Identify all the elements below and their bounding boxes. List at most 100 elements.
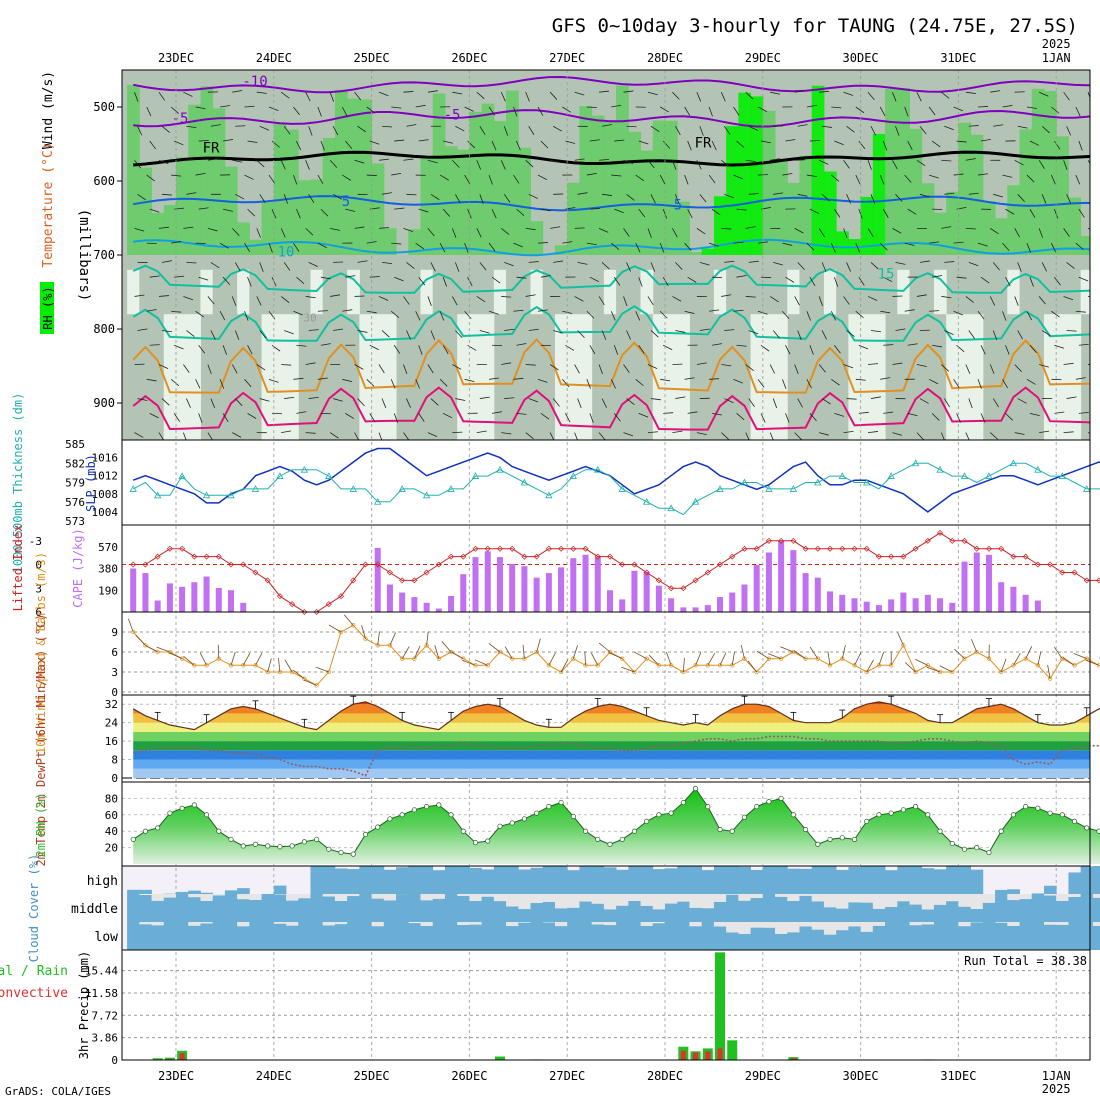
lifted-index-marker [472, 545, 479, 552]
wind-barb [210, 398, 216, 408]
lifted-index-marker [1083, 577, 1090, 584]
wind-barb [647, 364, 658, 369]
rh-marker [411, 807, 417, 813]
cloud-bar [224, 894, 238, 922]
cloud-clear [1092, 922, 1100, 926]
wind-barb [342, 309, 353, 312]
top-year-label: 2025 [1042, 37, 1071, 51]
cape-bar [655, 585, 662, 612]
cloud-clear [334, 922, 348, 925]
wind-barb [394, 276, 404, 282]
wind-barb [724, 398, 734, 404]
wind-barb [1017, 125, 1028, 129]
precip-legend-convective: Convective [0, 986, 68, 1001]
wind-barb [186, 125, 197, 129]
wind-barb [1026, 311, 1032, 321]
wind-barb [1066, 194, 1072, 204]
wind-barb [821, 398, 831, 405]
wind-barb [806, 174, 817, 178]
rh-dry-cell [665, 314, 678, 440]
isotherm-line [133, 238, 1090, 257]
cape-bar [386, 584, 393, 612]
rh-marker [240, 843, 246, 849]
top-date-label: 26DEC [451, 51, 487, 65]
wind-speed-marker [497, 649, 503, 655]
rh-column [261, 202, 275, 255]
cape-bar [191, 582, 198, 612]
cloud-clear [677, 894, 690, 902]
wind-barb [993, 193, 1004, 198]
cloud-bar [444, 894, 458, 922]
wind-barb [1066, 126, 1072, 136]
wind-barb [158, 364, 169, 369]
wind-barb [1037, 651, 1042, 666]
wind-barb [572, 645, 578, 659]
cloud-bar [1092, 925, 1100, 950]
wind-barb [602, 193, 613, 196]
lifted-index-marker [374, 561, 381, 568]
rh-column [591, 115, 605, 255]
wind-barb [736, 208, 747, 211]
isotherm-line [133, 75, 1090, 94]
wind-barb [720, 92, 726, 102]
rh-column [897, 87, 910, 255]
wind-barb [1053, 646, 1063, 659]
cloud-bar [444, 866, 458, 894]
wind-barb [1025, 645, 1033, 659]
cloud-bar [139, 889, 152, 894]
cloud-bar [237, 926, 250, 950]
top-date-label: 24DEC [256, 51, 292, 65]
lifted-index-marker [1010, 553, 1017, 560]
cloud-bar [359, 866, 372, 894]
isotherm-line [132, 305, 1090, 342]
cloud-bar [872, 908, 886, 922]
temperature-legend-label: Temperature (°C) [41, 142, 56, 267]
rh-cell [530, 269, 544, 315]
wind-barb [708, 174, 716, 184]
rh-dry-cell [567, 314, 580, 440]
wind-barb [366, 106, 376, 114]
wind-speed-marker [363, 636, 368, 641]
rh-column [481, 103, 495, 255]
thickness-marker [178, 472, 186, 479]
wind-barb [635, 174, 645, 182]
cloud-bar [933, 922, 947, 950]
lifted-index-marker [985, 545, 992, 552]
cloud-bar [603, 867, 617, 894]
wind-barb [855, 243, 861, 253]
rh-column [237, 222, 250, 255]
rh-cell [347, 269, 360, 315]
cloud-clear [787, 922, 800, 933]
wind-barb [855, 310, 864, 318]
cloud-bar [885, 906, 898, 922]
wind-barb [329, 160, 338, 168]
wind-barb [748, 330, 759, 335]
wind-speed-marker [228, 663, 234, 668]
cloud-clear [371, 894, 385, 899]
wind-barb [904, 106, 909, 117]
cloud-bar [432, 922, 446, 950]
wind-barb [647, 160, 655, 169]
wind-barb [780, 646, 794, 653]
wind-barb [342, 174, 352, 181]
lifted-index-marker [435, 561, 442, 568]
wind-barb [439, 242, 446, 253]
thickness-marker [642, 497, 651, 505]
wind-barb [794, 432, 802, 440]
wind-barb [895, 328, 906, 331]
wind-barb [870, 126, 876, 136]
cape-bar [179, 586, 186, 612]
rh-tick: 60 [105, 809, 118, 822]
wind-barb [797, 124, 808, 127]
wind-barb [293, 106, 300, 116]
cloud-bar [738, 933, 751, 950]
cloud-clear [579, 894, 593, 902]
rh-cell [127, 269, 140, 315]
wind-barb [195, 106, 206, 110]
rh-column [273, 123, 287, 255]
lifted-index-marker [399, 577, 406, 584]
wind-barb [1005, 208, 1015, 215]
wind-barb [699, 328, 710, 331]
rh-marker [460, 828, 466, 834]
wind-barb [1017, 194, 1025, 202]
